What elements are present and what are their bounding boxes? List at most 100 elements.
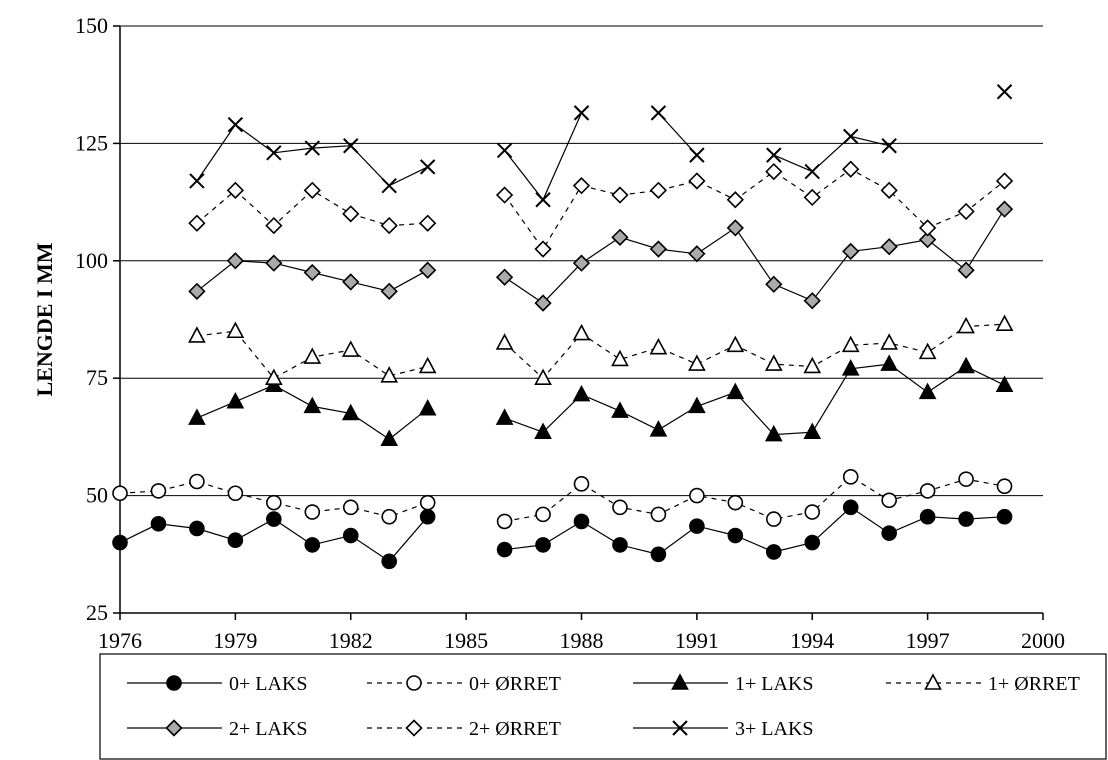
series-0-point-16 <box>765 544 782 560</box>
series-3-point-1 <box>226 321 245 339</box>
series-4 <box>188 200 1014 312</box>
series-3 <box>188 314 1014 386</box>
series-2-point-16 <box>841 359 860 376</box>
legend-label: 0+ ØRRET <box>469 673 561 695</box>
series-6-point-7 <box>496 142 513 159</box>
series-2-point-14 <box>764 424 783 442</box>
legend-item: 3+ LAKS <box>633 718 814 740</box>
series-0-point-21 <box>958 511 974 527</box>
series-6 <box>189 84 1013 208</box>
series-4-point-15 <box>803 292 821 310</box>
legend-marker <box>924 673 942 690</box>
x-tick-label: 1985 <box>444 628 488 653</box>
series-4-point-18 <box>918 231 937 249</box>
series-4-point-0 <box>188 282 206 300</box>
series-2 <box>188 354 1014 447</box>
series-5-point-19 <box>957 202 975 221</box>
series-4-point-10 <box>611 228 629 246</box>
series-3-point-15 <box>803 356 822 374</box>
series-4-point-5 <box>380 282 398 300</box>
series-3-point-10 <box>611 349 629 367</box>
y-axis-title: LENGDE I MM <box>32 242 57 396</box>
series-3-point-0 <box>188 326 206 343</box>
series-2-point-0 <box>188 408 206 425</box>
series-5-point-4 <box>342 205 360 223</box>
series-5-point-17 <box>880 181 898 199</box>
series-4-point-8 <box>534 294 552 312</box>
series-1-point-21 <box>958 471 974 487</box>
series-5-point-12 <box>688 172 706 190</box>
series-3-point-12 <box>688 354 706 371</box>
series-5-point-15 <box>803 188 821 207</box>
legend-label: 3+ LAKS <box>735 718 814 740</box>
series-4-point-16 <box>842 242 860 261</box>
series-1-point-19 <box>881 492 897 509</box>
series-2-point-10 <box>611 401 629 418</box>
series-5-point-1 <box>226 181 245 199</box>
x-tick-label: 1994 <box>790 628 834 653</box>
series-3-point-20 <box>995 314 1014 331</box>
series-5-point-9 <box>572 177 591 195</box>
series-1-point-18 <box>842 469 859 485</box>
series-5-line-1 <box>504 168 1005 251</box>
series-1-point-9 <box>496 513 513 530</box>
series-0-point-20 <box>919 508 936 525</box>
series-4-point-12 <box>688 245 706 263</box>
series-6-line-0 <box>196 123 428 187</box>
legend-marker <box>672 720 688 736</box>
series-5-point-11 <box>649 181 668 199</box>
series-4-point-1 <box>226 252 245 270</box>
series-1-point-8 <box>419 494 436 511</box>
series-6-point-11 <box>689 147 705 163</box>
axes <box>113 25 1044 620</box>
series-4-point-3 <box>303 263 321 282</box>
series <box>112 84 1014 570</box>
series-2-point-7 <box>495 408 514 425</box>
series-3-line-1 <box>504 323 1005 380</box>
legend-marker <box>165 719 183 737</box>
y-tick-label: 25 <box>86 600 108 625</box>
series-1-point-11 <box>573 476 590 492</box>
series-1-point-1 <box>150 483 167 499</box>
series-3-point-11 <box>649 337 668 355</box>
series-0-point-0 <box>112 534 128 551</box>
series-2-point-1 <box>226 391 245 409</box>
series-4-point-19 <box>957 261 975 279</box>
series-1-point-7 <box>381 508 398 525</box>
series-0-point-5 <box>304 537 321 553</box>
series-5-point-0 <box>188 214 206 232</box>
series-2-point-3 <box>303 396 322 414</box>
series-2-point-17 <box>880 354 899 371</box>
series-3-point-3 <box>303 347 322 364</box>
y-tick-label: 150 <box>75 13 108 38</box>
series-0-point-11 <box>573 513 590 530</box>
series-6-point-10 <box>650 105 667 121</box>
series-6-point-2 <box>266 145 282 161</box>
series-4-point-20 <box>995 200 1014 218</box>
legend-marker <box>166 675 182 691</box>
series-5-point-6 <box>419 214 437 232</box>
legend-item: 0+ ØRRET <box>367 673 561 695</box>
series-6-point-4 <box>343 138 359 154</box>
series-6-point-16 <box>996 84 1013 100</box>
series-5-point-8 <box>534 240 552 258</box>
series-4-point-9 <box>572 254 591 272</box>
legend-item: 1+ ØRRET <box>886 673 1080 695</box>
series-0-point-19 <box>881 525 897 541</box>
series-1-point-15 <box>727 494 744 511</box>
series-5-point-16 <box>842 160 860 178</box>
series-5-point-5 <box>380 216 398 235</box>
series-1-point-20 <box>919 483 936 499</box>
series-6-point-14 <box>843 128 859 145</box>
legend: 0+ LAKS 0+ ØRRET 1+ LAKS 1+ ØRRET 2+ LAKS 2+ … <box>99 653 1107 760</box>
series-1-point-12 <box>612 499 628 516</box>
series-0-point-2 <box>189 520 205 537</box>
legend-box <box>99 653 1107 760</box>
series-3-point-2 <box>264 368 283 386</box>
series-6-line-3 <box>773 135 890 173</box>
series-0-point-8 <box>419 508 436 525</box>
series-2-point-15 <box>803 422 822 440</box>
series-2-point-20 <box>995 375 1014 393</box>
series-4-point-2 <box>265 254 283 272</box>
